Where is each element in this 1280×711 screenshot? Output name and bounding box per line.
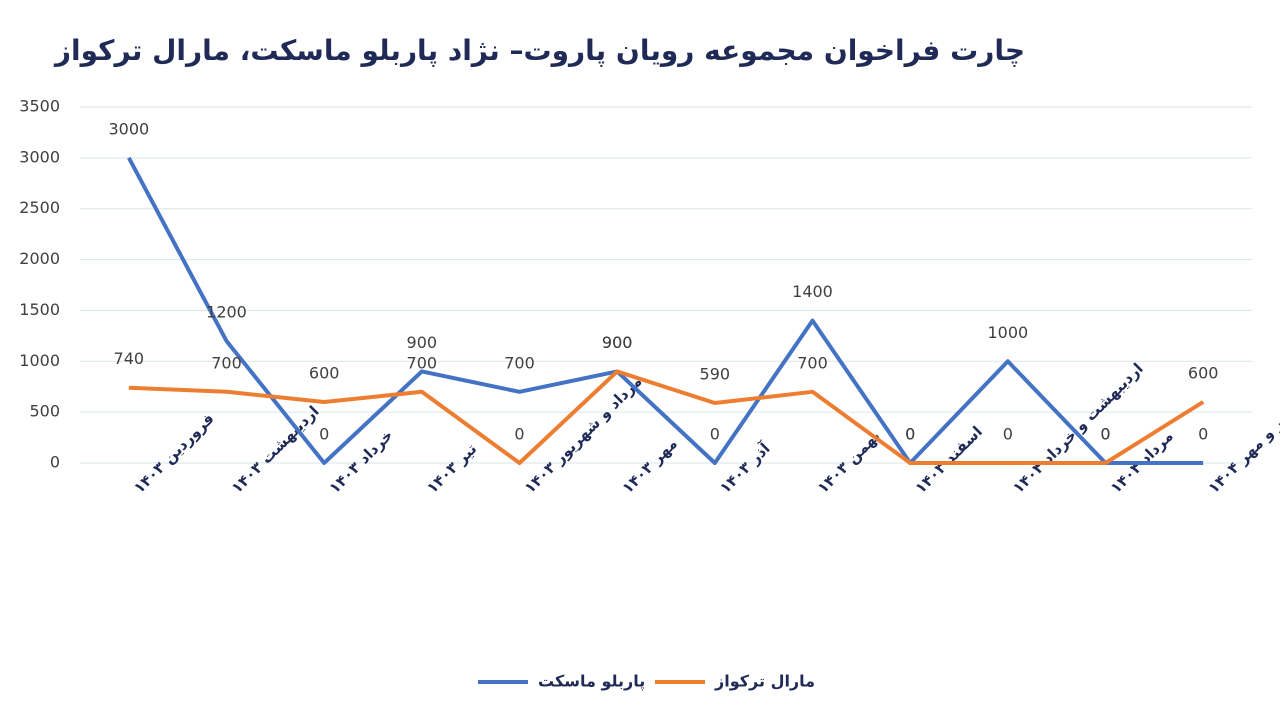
- data-label: 740: [114, 349, 145, 368]
- data-label: 0: [514, 425, 524, 444]
- y-tick-label: 0: [50, 453, 60, 472]
- y-tick-label: 2000: [19, 249, 60, 268]
- data-label: 0: [1003, 425, 1013, 444]
- data-label: 700: [504, 353, 535, 372]
- data-label: 700: [407, 353, 438, 372]
- data-label: 0: [710, 425, 720, 444]
- y-tick-label: 2500: [19, 198, 60, 217]
- data-label: 0: [319, 425, 329, 444]
- legend-label: مارال ترکواز: [714, 672, 815, 691]
- data-label: 600: [1188, 363, 1219, 382]
- data-label: 700: [211, 353, 242, 372]
- series-line: [127, 156, 1204, 465]
- y-tick-label: 1500: [19, 300, 60, 319]
- data-label: 600: [309, 363, 340, 382]
- data-label: 900: [602, 333, 633, 352]
- y-tick-label: 1000: [19, 351, 60, 370]
- y-tick-label: 500: [29, 402, 60, 421]
- data-label: 0: [1100, 425, 1110, 444]
- legend-label: پاربلو ماسکت: [538, 672, 645, 692]
- data-label: 1400: [792, 282, 833, 301]
- data-label: 700: [797, 353, 828, 372]
- data-label: 590: [700, 364, 731, 383]
- y-tick-label: 3000: [19, 147, 60, 166]
- data-label: 1000: [987, 323, 1028, 342]
- chart-title: چارت فراخوان مجموعه رویان پاروت– نژاد پا…: [53, 34, 1025, 67]
- data-label: 900: [602, 333, 633, 352]
- data-label: 1200: [206, 302, 247, 321]
- y-tick-label: 3500: [19, 97, 60, 116]
- data-label: 900: [407, 333, 438, 352]
- data-label: 0: [905, 425, 915, 444]
- data-label: 0: [1100, 425, 1110, 444]
- data-label: 3000: [108, 119, 149, 138]
- data-label: 0: [905, 425, 915, 444]
- series-line: [128, 369, 1205, 465]
- data-label: 0: [1198, 425, 1208, 444]
